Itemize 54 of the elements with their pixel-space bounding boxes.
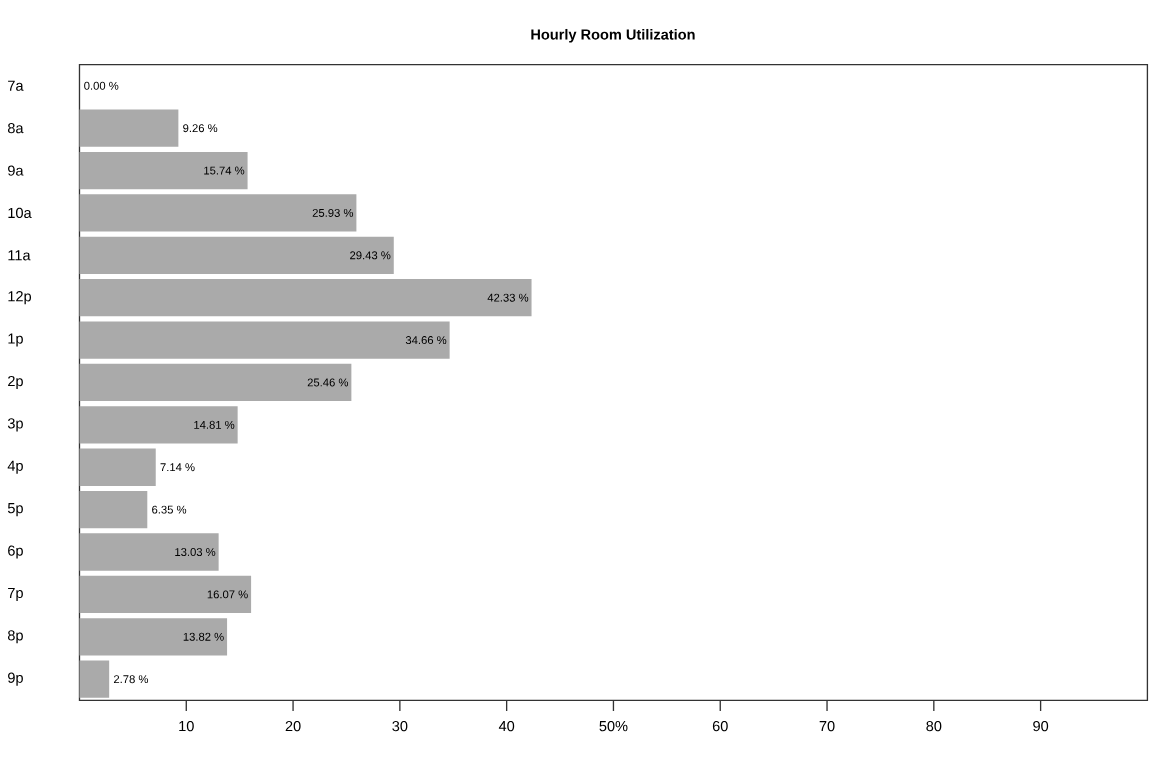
data-label: 25.46 % [307, 378, 349, 387]
data-label: 29.43 % [350, 251, 391, 260]
y-tick-label: 1p [8, 333, 23, 347]
bar [79, 575, 252, 614]
data-label: 0.00 % [84, 81, 119, 90]
bar [79, 660, 110, 698]
data-label: 6.35 % [152, 505, 187, 514]
y-tick-label: 9p [8, 672, 23, 686]
x-tick-label: 90 [1033, 720, 1049, 732]
data-label: 2.78 % [113, 675, 149, 684]
y-tick-label: 6p [8, 545, 23, 559]
bar [79, 618, 228, 656]
y-tick-label: 4p [7, 460, 23, 474]
y-tick-label: 12p [8, 291, 32, 305]
chart-title: Hourly Room Utilization [531, 28, 695, 43]
data-label: 13.82 % [183, 632, 224, 641]
bar [79, 448, 156, 486]
data-label: 25.93 % [312, 208, 354, 217]
y-tick-label: 2p [8, 375, 23, 390]
data-label: 16.07 % [207, 590, 248, 599]
data-label: 14.81 % [194, 420, 235, 429]
y-tick-label: 8a [7, 123, 24, 134]
x-tick-label: 70 [819, 720, 835, 732]
bar [79, 279, 532, 317]
bar [79, 236, 394, 274]
bar [79, 321, 450, 359]
x-tick-label: 30 [392, 720, 408, 732]
y-tick-label: 3p [7, 418, 23, 432]
y-tick-label: 5p [7, 503, 23, 517]
y-tick-label: 11a [8, 250, 31, 261]
y-tick-label: 7a [8, 80, 24, 91]
y-tick-label: 9a [8, 165, 24, 176]
y-tick-label: 7p [8, 587, 23, 601]
bar [79, 406, 238, 444]
bar [79, 194, 357, 232]
bar [79, 533, 219, 571]
y-tick-label: 8p [7, 630, 23, 644]
x-tick-label: 80 [926, 720, 942, 732]
data-label: 13.03 % [175, 548, 216, 556]
x-tick-label: 10 [179, 720, 194, 732]
data-label: 7.14 % [160, 463, 195, 472]
bar [79, 490, 148, 529]
x-tick-label: 50% [599, 720, 628, 732]
data-label: 34.66 % [405, 336, 447, 345]
y-tick-label: 10a [8, 207, 32, 219]
data-label: 42.33 % [487, 293, 529, 302]
bar [79, 363, 352, 402]
x-tick-label: 20 [285, 720, 301, 732]
data-label: 9.26 % [183, 124, 218, 133]
bar [79, 109, 179, 147]
x-tick-label: 40 [498, 720, 515, 732]
x-tick-label: 60 [712, 720, 728, 732]
data-label: 15.74 % [204, 166, 245, 175]
bar [79, 151, 248, 190]
